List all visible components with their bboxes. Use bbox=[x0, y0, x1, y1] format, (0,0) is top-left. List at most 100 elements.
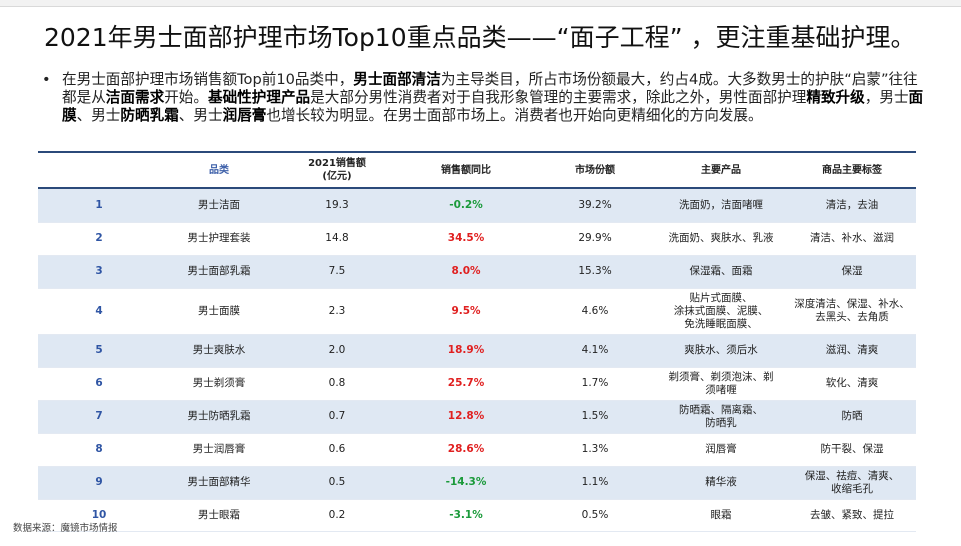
cell-sales: 0.7 bbox=[278, 400, 396, 434]
cell-rank: 4 bbox=[38, 288, 160, 335]
cell-yoy: 28.6% bbox=[396, 433, 536, 467]
summary-emphasis: 防晒乳霜 bbox=[120, 107, 179, 124]
cell-category: 男士面膜 bbox=[160, 288, 278, 335]
cell-rank: 1 bbox=[38, 188, 160, 223]
cell-category: 男士护理套装 bbox=[160, 222, 278, 256]
cell-yoy: 9.5% bbox=[396, 288, 536, 335]
cell-products: 爽肤水、须后水 bbox=[654, 334, 788, 368]
table-row: 3 男士面部乳霜 7.5 8.0% 15.3% 保湿霜、面霜 保湿 bbox=[38, 255, 916, 289]
header-tags: 商品主要标签 bbox=[788, 151, 916, 189]
cell-yoy: 8.0% bbox=[396, 255, 536, 289]
cell-yoy: 12.8% bbox=[396, 400, 536, 434]
summary-emphasis: 男士面部清洁 bbox=[353, 71, 441, 88]
cell-rank: 3 bbox=[38, 255, 160, 289]
cell-rank: 5 bbox=[38, 334, 160, 368]
cell-tags: 清洁，去油 bbox=[788, 188, 916, 223]
cell-share: 1.1% bbox=[536, 466, 654, 500]
cell-products: 剃须膏、剃须泡沫、剃 须啫喱 bbox=[654, 367, 788, 401]
cell-products: 防晒霜、隔离霜、 防晒乳 bbox=[654, 400, 788, 434]
summary-emphasis: 洁面需求 bbox=[105, 89, 165, 106]
cell-yoy: -0.2% bbox=[396, 188, 536, 223]
cell-category: 男士剃须膏 bbox=[160, 367, 278, 401]
header-products: 主要产品 bbox=[654, 151, 788, 189]
cell-category: 男士眼霜 bbox=[160, 499, 278, 532]
cell-yoy: -3.1% bbox=[396, 499, 536, 532]
cell-rank: 7 bbox=[38, 400, 160, 434]
table-row: 5 男士爽肤水 2.0 18.9% 4.1% 爽肤水、须后水 滋润、清爽 bbox=[38, 334, 916, 368]
cell-yoy: 18.9% bbox=[396, 334, 536, 368]
cell-rank: 10 bbox=[38, 499, 160, 532]
cell-share: 15.3% bbox=[536, 255, 654, 289]
cell-tags: 清洁、补水、滋润 bbox=[788, 222, 916, 256]
slide-title: 2021年男士面部护理市场Top10重点品类——“面子工程” ，更注重基础护理。 bbox=[44, 23, 916, 52]
cell-products: 润唇膏 bbox=[654, 433, 788, 467]
summary-segment: 、男士 bbox=[76, 107, 121, 124]
summary-segment: ，男士 bbox=[864, 89, 909, 106]
cell-yoy: 34.5% bbox=[396, 222, 536, 256]
cell-category: 男士润唇膏 bbox=[160, 433, 278, 467]
cell-share: 4.1% bbox=[536, 334, 654, 368]
cell-tags: 滋润、清爽 bbox=[788, 334, 916, 368]
header-yoy: 销售额同比 bbox=[396, 151, 536, 189]
summary-emphasis: 精致升级 bbox=[806, 89, 865, 106]
cell-category: 男士洁面 bbox=[160, 188, 278, 223]
cell-products: 洗面奶、爽肤水、乳液 bbox=[654, 222, 788, 256]
summary-emphasis: 基础性护理产品 bbox=[207, 89, 311, 106]
cell-share: 39.2% bbox=[536, 188, 654, 223]
cell-products: 保湿霜、面霜 bbox=[654, 255, 788, 289]
cell-sales: 0.8 bbox=[278, 367, 396, 401]
cell-rank: 8 bbox=[38, 433, 160, 467]
table-row: 9 男士面部精华 0.5 -14.3% 1.1% 精华液 保湿、祛痘、清爽、 收缩毛孔 bbox=[38, 466, 916, 500]
cell-share: 1.5% bbox=[536, 400, 654, 434]
table-header-row: 品类 2021销售额 (亿元) 销售额同比 市场份额 主要产品 商品主要标签 bbox=[38, 151, 916, 189]
header-share: 市场份额 bbox=[536, 151, 654, 189]
cell-rank: 2 bbox=[38, 222, 160, 256]
table-row: 4 男士面膜 2.3 9.5% 4.6% 贴片式面膜、 涂抹式面膜、泥膜、 免洗睡眠面膜、… bbox=[38, 288, 916, 335]
bullet-marker: • bbox=[42, 71, 51, 88]
header-rank bbox=[38, 151, 160, 189]
summary-segment: 开始。 bbox=[164, 89, 208, 106]
cell-sales: 7.5 bbox=[278, 255, 396, 289]
cell-tags: 去皱、紧致、提拉 bbox=[788, 499, 916, 532]
summary-segment: 为主导类目，所占市场份额最大，约占4成。大多数男士的护肤“启蒙”往往都是从 bbox=[62, 71, 918, 106]
summary-emphasis: 润唇膏 bbox=[222, 107, 267, 124]
cell-category: 男士面部乳霜 bbox=[160, 255, 278, 289]
cell-sales: 0.6 bbox=[278, 433, 396, 467]
summary-emphasis: 面膜 bbox=[62, 89, 924, 124]
cell-yoy: -14.3% bbox=[396, 466, 536, 500]
header-sales: 2021销售额 (亿元) bbox=[278, 151, 396, 189]
cell-tags: 保湿 bbox=[788, 255, 916, 289]
cell-share: 0.5% bbox=[536, 499, 654, 532]
table-row: 1 男士洁面 19.3 -0.2% 39.2% 洗面奶，洁面啫喱 清洁，去油 bbox=[38, 188, 916, 223]
cell-share: 4.6% bbox=[536, 288, 654, 335]
cell-products: 洗面奶，洁面啫喱 bbox=[654, 188, 788, 223]
cell-share: 1.3% bbox=[536, 433, 654, 467]
cell-category: 男士面部精华 bbox=[160, 466, 278, 500]
table-row: 8 男士润唇膏 0.6 28.6% 1.3% 润唇膏 防干裂、保湿 bbox=[38, 433, 916, 467]
summary-segment: 是大部分男性消费者对于自我形象管理的主要需求，除此之外，男性面部护理 bbox=[310, 89, 807, 106]
cell-tags: 防干裂、保湿 bbox=[788, 433, 916, 467]
cell-sales: 2.0 bbox=[278, 334, 396, 368]
data-source-note: 数据来源：魔镜市场情报 bbox=[13, 523, 118, 534]
summary-segment: 在男士面部护理市场销售额Top前10品类中， bbox=[62, 71, 354, 88]
slide-top-border bbox=[0, 0, 961, 7]
cell-rank: 6 bbox=[38, 367, 160, 401]
cell-sales: 0.5 bbox=[278, 466, 396, 500]
cell-yoy: 25.7% bbox=[396, 367, 536, 401]
summary-paragraph: • 在男士面部护理市场销售额Top前10品类中，男士面部清洁为主导类目，所占市场… bbox=[42, 71, 924, 125]
cell-tags: 软化、清爽 bbox=[788, 367, 916, 401]
cell-products: 精华液 bbox=[654, 466, 788, 500]
cell-share: 29.9% bbox=[536, 222, 654, 256]
table-row: 10 男士眼霜 0.2 -3.1% 0.5% 眼霜 去皱、紧致、提拉 bbox=[38, 499, 916, 532]
table-row: 2 男士护理套装 14.8 34.5% 29.9% 洗面奶、爽肤水、乳液 清洁、补水、滋润 bbox=[38, 222, 916, 256]
cell-products: 贴片式面膜、 涂抹式面膜、泥膜、 免洗睡眠面膜、 bbox=[654, 288, 788, 335]
cell-sales: 19.3 bbox=[278, 188, 396, 223]
cell-sales: 2.3 bbox=[278, 288, 396, 335]
table-row: 7 男士防晒乳霜 0.7 12.8% 1.5% 防晒霜、隔离霜、 防晒乳 防晒 bbox=[38, 400, 916, 434]
cell-tags: 深度清洁、保湿、补水、 去黑头、去角质 bbox=[788, 288, 916, 335]
cell-category: 男士防晒乳霜 bbox=[160, 400, 278, 434]
header-category: 品类 bbox=[160, 151, 278, 189]
category-table: 品类 2021销售额 (亿元) 销售额同比 市场份额 主要产品 商品主要标签 1… bbox=[38, 151, 916, 532]
summary-segment: 、男士 bbox=[178, 107, 223, 124]
table-row: 6 男士剃须膏 0.8 25.7% 1.7% 剃须膏、剃须泡沫、剃 须啫喱 软化、清爽 bbox=[38, 367, 916, 401]
